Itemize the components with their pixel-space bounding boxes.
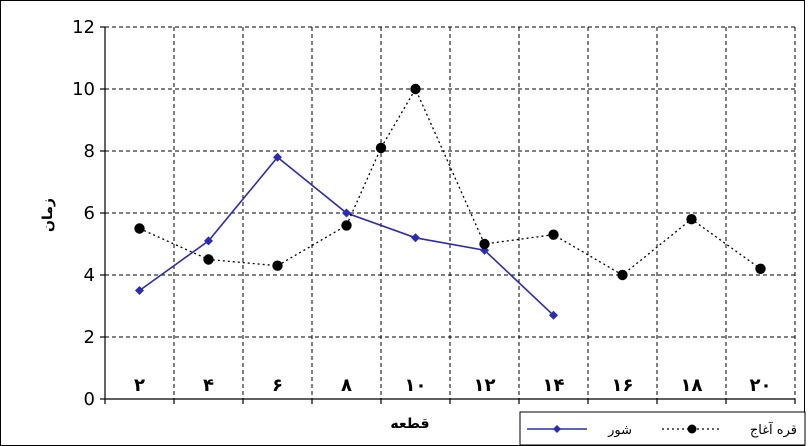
data-point: [342, 208, 351, 218]
data-point: [203, 254, 214, 265]
data-point: [548, 229, 559, 240]
legend: شور قره آغاج: [519, 411, 806, 446]
x-tick-label: ۱۸: [681, 375, 703, 396]
x-tick-label: ۴: [203, 375, 214, 396]
legend-entries: شور قره آغاج: [527, 421, 797, 438]
data-point: [375, 142, 387, 154]
data-point: [686, 214, 697, 225]
x-tick-label: ۶: [272, 375, 283, 396]
y-tick-label: 10: [72, 79, 95, 100]
data-point: [410, 83, 421, 95]
x-tick-label: ۲۰: [750, 375, 772, 396]
data-point: [272, 260, 283, 271]
x-tick-label: ۱۲: [474, 375, 496, 396]
data-point: [273, 152, 282, 162]
legend-label: قره آغاج: [750, 421, 797, 438]
y-tick-label: 6: [84, 203, 95, 224]
y-axis-label: زمان: [40, 198, 56, 232]
legend-swatch-marker: [687, 424, 697, 434]
x-tick-labels: ۲ ۴ ۶ ۸ ۱۰ ۱۲ ۱۴ ۱۶ ۱۸ ۲۰: [134, 375, 771, 396]
legend-swatch-marker: [553, 425, 561, 433]
y-tick-label: 12: [72, 17, 95, 38]
data-point: [341, 220, 352, 231]
x-axis-label: قطعه: [390, 416, 429, 432]
data-point: [135, 286, 144, 295]
x-tick-label: ۱۶: [612, 375, 634, 396]
series-line: [139, 87, 761, 276]
data-point: [479, 238, 490, 250]
x-tick-label: ۱۰: [405, 375, 427, 396]
data-point: [617, 269, 628, 281]
legend-label: شور: [607, 423, 632, 438]
data-point: [204, 236, 213, 246]
x-tick-label: ۸: [341, 375, 352, 396]
x-tick-label: ۲: [134, 375, 145, 396]
series-layer: [134, 83, 766, 320]
data-point: [134, 223, 145, 234]
y-tick-label: 4: [84, 265, 95, 286]
y-tick-label: 2: [84, 327, 95, 348]
data-point: [549, 310, 558, 320]
data-point: [755, 263, 766, 274]
x-tick-label: ۱۴: [543, 375, 565, 396]
y-tick-label: 8: [84, 141, 95, 162]
y-tick-label: 0: [84, 389, 95, 410]
data-point: [411, 233, 420, 243]
grid-layer: [105, 26, 796, 399]
y-tick-labels: 0 2 4 6 8 10 12: [72, 17, 95, 410]
axis-layer: [100, 26, 796, 404]
